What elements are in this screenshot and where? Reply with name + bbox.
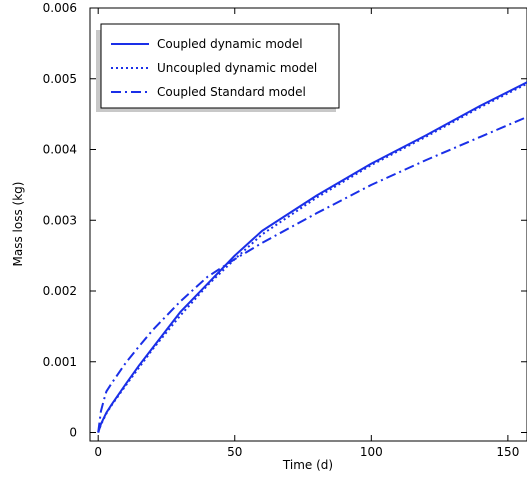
y-axis-label: Mass loss (kg): [11, 182, 25, 267]
x-tick-label: 0: [94, 445, 102, 459]
x-tick-label: 100: [360, 445, 383, 459]
x-axis: 0 50 100 150: [94, 8, 519, 459]
y-tick-label: 0.003: [43, 213, 77, 227]
y-tick-label: 0.004: [43, 143, 77, 157]
legend-box: [100, 23, 340, 109]
series-line-dashdot: [97, 116, 527, 433]
legend-label: Uncoupled dynamic model: [157, 61, 317, 75]
series-line-solid: [97, 81, 527, 433]
x-axis-label: Time (d): [282, 458, 333, 472]
series-layer: [97, 81, 527, 433]
x-tick-label: 50: [227, 445, 242, 459]
legend: Coupled dynamic model Uncoupled dynamic m…: [96, 23, 340, 112]
y-tick-label: 0.005: [43, 72, 77, 86]
y-tick-label: 0: [69, 426, 77, 440]
x-tick-label: 150: [496, 445, 519, 459]
y-tick-label: 0.002: [43, 284, 77, 298]
y-axis: 0 0.001 0.002 0.003 0.004 0.005 0.006: [43, 1, 527, 440]
legend-label: Coupled Standard model: [157, 85, 306, 99]
y-tick-label: 0.001: [43, 355, 77, 369]
legend-label: Coupled dynamic model: [157, 37, 303, 51]
y-tick-label: 0.006: [43, 1, 77, 15]
